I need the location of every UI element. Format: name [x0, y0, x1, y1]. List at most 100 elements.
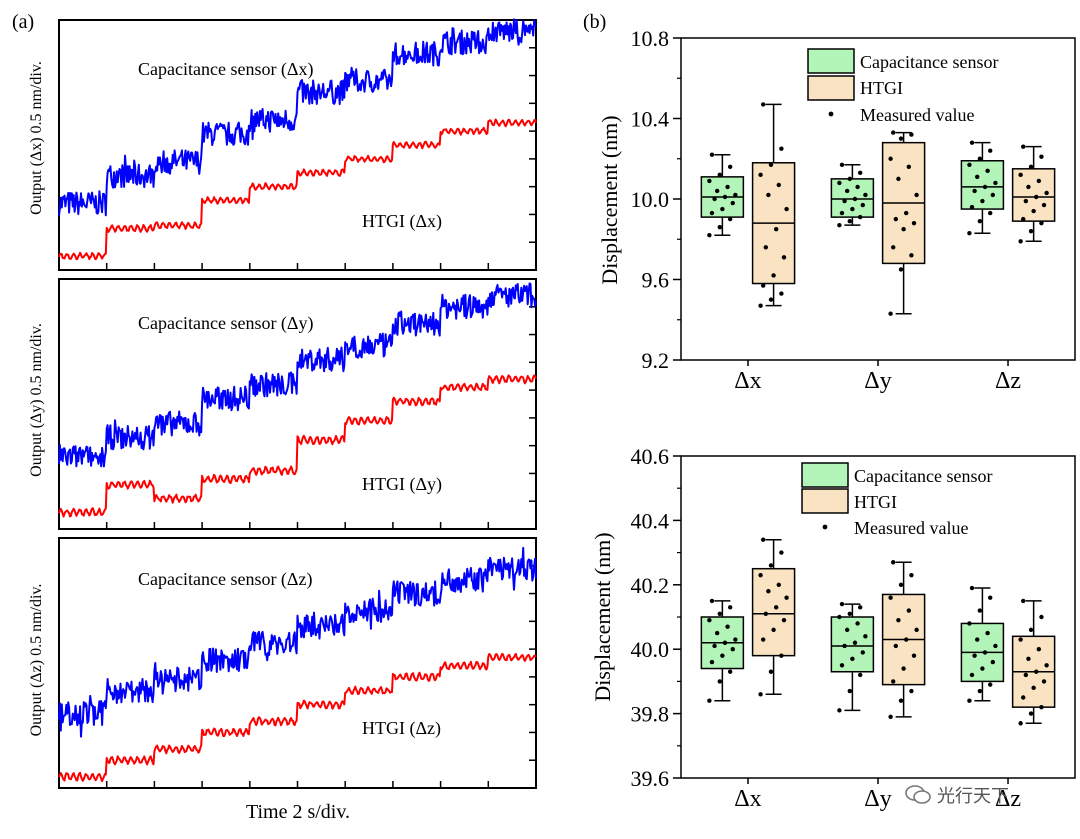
measured-point: [730, 647, 735, 652]
y-tick-label: 40.4: [631, 508, 670, 533]
measured-point: [763, 245, 768, 250]
x-category-label: Δx: [734, 368, 761, 394]
measured-point: [1018, 172, 1023, 178]
time-trace-plot-dy: Capacitance sensor (Δy) HTGI (Δy) Output…: [28, 278, 537, 530]
measured-point: [901, 666, 906, 671]
measured-point: [837, 614, 842, 620]
panel-label-b: (b): [583, 11, 606, 33]
legend-label-capacitance: Capacitance sensor: [854, 466, 992, 486]
measured-point: [896, 618, 901, 623]
y-axis-label: Output (Δy) 0.5 nm/div.: [28, 323, 45, 477]
measured-point: [1044, 190, 1049, 196]
measured-point: [969, 140, 975, 145]
measured-point: [1023, 672, 1029, 678]
measured-point: [1041, 679, 1047, 684]
measured-point: [1028, 711, 1034, 716]
measured-point: [901, 226, 906, 232]
measured-point: [888, 714, 893, 720]
measured-point: [766, 192, 771, 198]
measured-point: [972, 188, 977, 194]
measured-point: [725, 624, 730, 629]
measured-point: [707, 698, 712, 703]
measured-point: [766, 589, 771, 594]
measured-point: [1028, 229, 1034, 234]
capacitance-box-0: [700, 598, 745, 703]
measured-point: [717, 224, 722, 230]
y-axis-label: Displacement (nm): [597, 115, 622, 284]
measured-point: [717, 679, 722, 684]
x-category-label: Δy: [864, 368, 891, 394]
measured-point: [1026, 184, 1031, 190]
measured-point: [1036, 178, 1042, 184]
htgi-label: HTGI (Δx): [362, 211, 442, 232]
measured-point: [967, 621, 972, 626]
measured-point: [911, 653, 917, 658]
measured-point: [847, 611, 852, 616]
measured-point: [1021, 144, 1026, 149]
y-axis-label: Output (Δx) 0.5 nm/div.: [28, 61, 45, 215]
measured-point: [709, 659, 715, 665]
y-tick-label: 40.6: [631, 444, 670, 469]
measured-point: [727, 605, 733, 610]
measured-point: [1028, 627, 1034, 633]
y-axis-label: Output (Δz) 0.5 nm/div.: [28, 584, 45, 737]
measured-point: [1034, 194, 1039, 200]
measured-point: [891, 245, 896, 250]
measured-point: [714, 188, 720, 194]
measured-point: [758, 172, 763, 178]
legend-label-htgi: HTGI: [854, 492, 897, 512]
measured-point: [988, 148, 993, 153]
measured-point: [771, 627, 776, 633]
capacitance-sensor-trace: [58, 282, 537, 468]
box-iqr: [751, 567, 796, 657]
measured-point: [720, 206, 725, 212]
measured-point: [888, 595, 893, 600]
measured-point: [779, 550, 784, 555]
htgi-box-0: [751, 537, 796, 697]
measured-point: [776, 582, 781, 587]
measured-point: [839, 663, 845, 668]
measured-point: [863, 192, 868, 198]
measured-point: [852, 640, 858, 645]
box-plot-40nm: 39.6 39.8 40.0 40.2 40.4 40.6 Δx Δy Δz Displacem…: [590, 444, 1076, 812]
measured-point: [1018, 637, 1023, 642]
measured-point: [847, 176, 852, 182]
measured-point: [909, 132, 914, 137]
measured-point: [784, 206, 789, 212]
box-iqr: [830, 178, 875, 218]
measured-point: [707, 178, 712, 184]
measured-point: [837, 708, 842, 713]
measured-point: [784, 595, 789, 600]
measured-point: [727, 164, 733, 169]
wechat-logo-icon: [905, 785, 931, 804]
y-axis-label: Displacement (nm): [590, 532, 615, 701]
htgi-box-2: [1011, 598, 1056, 726]
measured-point: [1034, 669, 1039, 674]
htgi-label: HTGI (Δy): [362, 474, 442, 495]
measured-point: [891, 679, 896, 684]
measured-point: [771, 273, 776, 278]
measured-point: [891, 130, 896, 135]
measured-point: [988, 595, 993, 600]
y-tick-label: 39.8: [631, 702, 670, 727]
measured-point: [975, 174, 980, 180]
legend-swatch-capacitance: [807, 48, 855, 74]
htgi-box-2: [1011, 144, 1056, 244]
measured-point: [1041, 202, 1047, 208]
measured-point: [842, 198, 847, 204]
measured-point: [709, 210, 715, 216]
capacitance-box-2: [960, 140, 1005, 236]
measured-point: [839, 210, 845, 216]
measured-point: [714, 630, 720, 636]
measured-point: [967, 698, 972, 703]
measured-point: [773, 226, 779, 232]
measured-point: [977, 688, 983, 694]
y-tick-label: 10.0: [631, 187, 670, 212]
measured-point: [839, 162, 845, 167]
measured-point: [1031, 685, 1036, 691]
measured-point: [768, 162, 774, 167]
measured-point: [712, 196, 717, 202]
htgi-box-1: [881, 130, 926, 316]
measured-point: [1036, 647, 1042, 652]
